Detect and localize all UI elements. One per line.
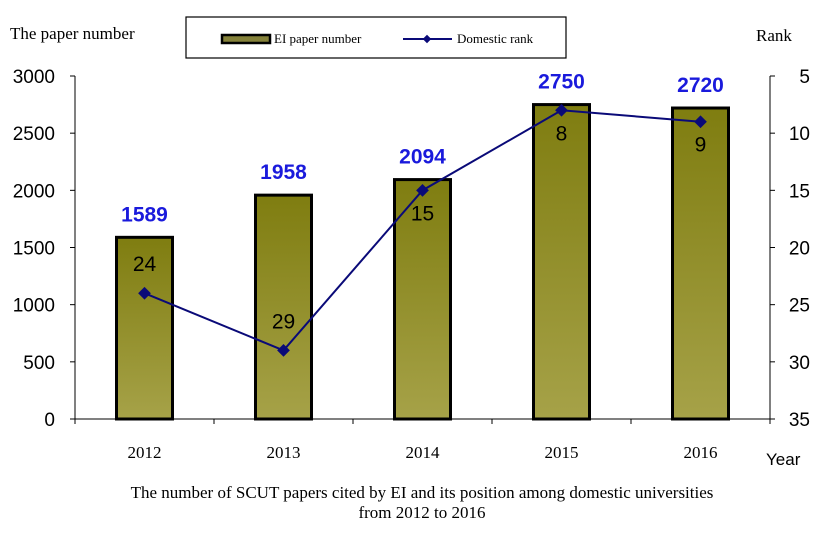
x-tick-label: 2014 — [406, 443, 441, 462]
y2-tick-label: 35 — [789, 410, 810, 431]
bar-2012 — [115, 235, 174, 421]
rank-value-label: 9 — [695, 134, 707, 157]
y2-tick-label: 25 — [789, 296, 810, 317]
rank-value-label: 15 — [411, 202, 434, 225]
y-tick-label: 500 — [23, 353, 55, 374]
rank-value-label: 8 — [556, 122, 568, 145]
chart-title-line-1: The number of SCUT papers cited by EI an… — [131, 483, 714, 502]
y2-tick-label: 15 — [789, 181, 810, 202]
bar-2013 — [254, 193, 313, 421]
bar-value-label: 2094 — [399, 146, 446, 169]
rank-value-label: 29 — [272, 310, 295, 333]
legend-line-marker — [422, 34, 432, 44]
y-tick-label: 3000 — [13, 67, 55, 88]
legend-bar-label: EI paper number — [274, 31, 362, 46]
x-tick-label: 2016 — [684, 443, 718, 462]
rank-marker-2014 — [416, 183, 429, 197]
bar-value-label: 1589 — [121, 203, 168, 226]
legend: EI paper number Domestic rank — [185, 16, 567, 59]
y-tick-label: 2500 — [13, 124, 55, 145]
bar-2015 — [532, 103, 591, 421]
y2-tick-label: 20 — [789, 239, 810, 260]
y2-tick-label: 30 — [789, 353, 810, 374]
y2-axis-label: Rank — [756, 26, 792, 45]
legend-bar-swatch — [220, 33, 272, 45]
rank-marker-2012 — [138, 286, 151, 300]
y-axis-label: The paper number — [10, 24, 135, 43]
bar-value-label: 2750 — [538, 71, 585, 94]
bar-value-label: 2720 — [677, 74, 724, 97]
y-tick-label: 2000 — [13, 181, 55, 202]
chart-title-line-2: from 2012 to 2016 — [358, 503, 485, 522]
rank-marker-2013 — [277, 344, 290, 357]
bar-value-label: 1958 — [260, 161, 307, 184]
y2-tick-label: 10 — [789, 124, 810, 145]
x-axis-label: Year — [766, 450, 801, 469]
x-tick-label: 2013 — [267, 443, 301, 462]
x-tick-label: 2012 — [128, 443, 162, 462]
y-tick-label: 0 — [44, 410, 55, 431]
y-tick-label: 1500 — [13, 239, 55, 260]
bar-2016 — [671, 106, 730, 421]
y-tick-label: 1000 — [13, 296, 55, 317]
rank-value-label: 24 — [133, 253, 157, 276]
y2-tick-label: 5 — [799, 67, 810, 88]
bar-2014 — [393, 178, 452, 421]
legend-line-label: Domestic rank — [457, 31, 534, 46]
x-tick-label: 2015 — [545, 443, 579, 462]
